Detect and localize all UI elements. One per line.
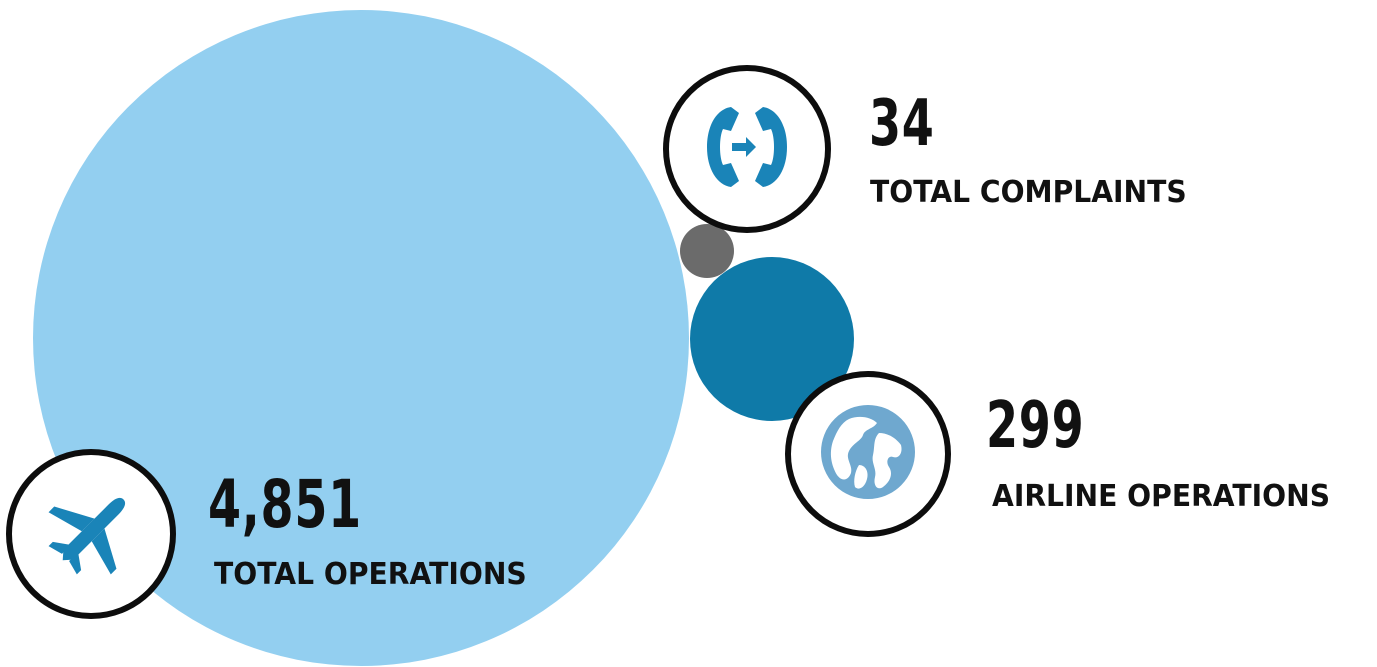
total-complaints-value: 34 [869,87,935,161]
airline-operations-icon-ring [785,371,951,537]
total-complaints-label: TOTAL COMPLAINTS [870,175,1187,210]
total-complaints-bubble [680,224,734,278]
complaints-icon-ring [663,65,831,233]
airline-operations-label: AIRLINE OPERATIONS [992,479,1331,514]
globe-icon [819,403,917,506]
airplane-icon [41,482,141,587]
total-operations-value: 4,851 [208,466,362,543]
total-operations-label: TOTAL OPERATIONS [214,557,527,592]
airline-operations-value: 299 [986,389,1085,463]
total-operations-icon-ring [6,449,176,619]
phone-transfer-icon [691,99,803,200]
